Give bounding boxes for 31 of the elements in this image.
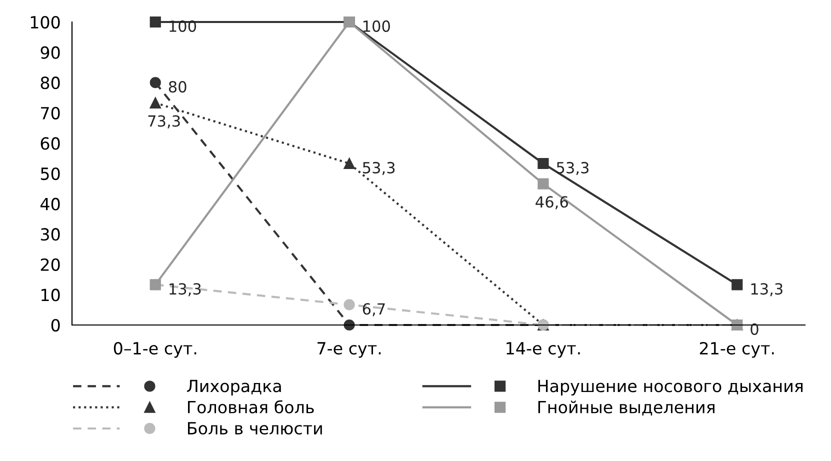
data-label: 6,7 xyxy=(362,303,385,316)
x-tick-label: 14-е сут. xyxy=(506,342,580,358)
y-tick-label: 0 xyxy=(51,318,60,332)
data-label: 80 xyxy=(168,81,186,93)
data-label: 100 xyxy=(170,20,196,32)
data-label: 0 xyxy=(750,323,758,335)
y-tick-label: 60 xyxy=(40,137,60,150)
x-tick-label: 7-е сут. xyxy=(318,342,381,358)
y-tick-label: 40 xyxy=(40,198,60,210)
y-tick-label: 30 xyxy=(40,228,60,241)
y-tick-label: 10 xyxy=(42,288,60,302)
y-tick-label: 100 xyxy=(30,16,60,29)
data-label: 100 xyxy=(363,20,390,32)
y-tick-label: 20 xyxy=(40,258,60,271)
x-tick-label: 21-е сут. xyxy=(700,342,774,358)
data-label: 46,6 xyxy=(536,196,568,210)
legend-label: Лихорадка xyxy=(187,380,281,396)
legend-label: Боль в челюсти xyxy=(188,422,322,435)
legend-label: Нарушение носового дыхания xyxy=(538,380,803,396)
x-tick-label: 0–1-е сут. xyxy=(114,342,196,358)
data-label: 53,3 xyxy=(362,162,395,176)
legend-label: Гнойные выделения xyxy=(538,400,714,416)
y-tick-label: 70 xyxy=(41,106,60,120)
data-label: 73,3 xyxy=(148,115,180,128)
data-label: 13,3 xyxy=(751,283,782,296)
y-tick-label: 50 xyxy=(40,167,60,180)
data-label: 13,3 xyxy=(170,283,201,296)
legend-label: Головная боль xyxy=(188,400,314,414)
y-tick-label: 90 xyxy=(40,46,60,59)
data-label: 53,3 xyxy=(556,162,589,176)
y-tick-label: 80 xyxy=(40,76,60,90)
